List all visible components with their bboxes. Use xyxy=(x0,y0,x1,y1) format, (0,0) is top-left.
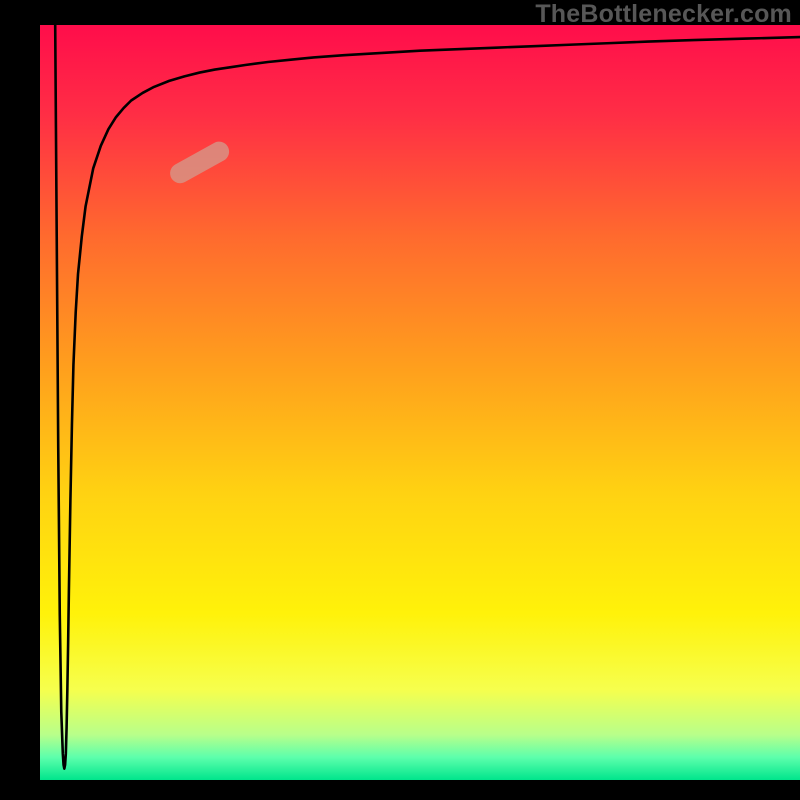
plot-area xyxy=(40,25,800,780)
chart-frame: TheBottlenecker.com xyxy=(0,0,800,800)
gradient-background xyxy=(40,25,800,780)
watermark-text: TheBottlenecker.com xyxy=(535,0,792,29)
plot-svg xyxy=(40,25,800,780)
